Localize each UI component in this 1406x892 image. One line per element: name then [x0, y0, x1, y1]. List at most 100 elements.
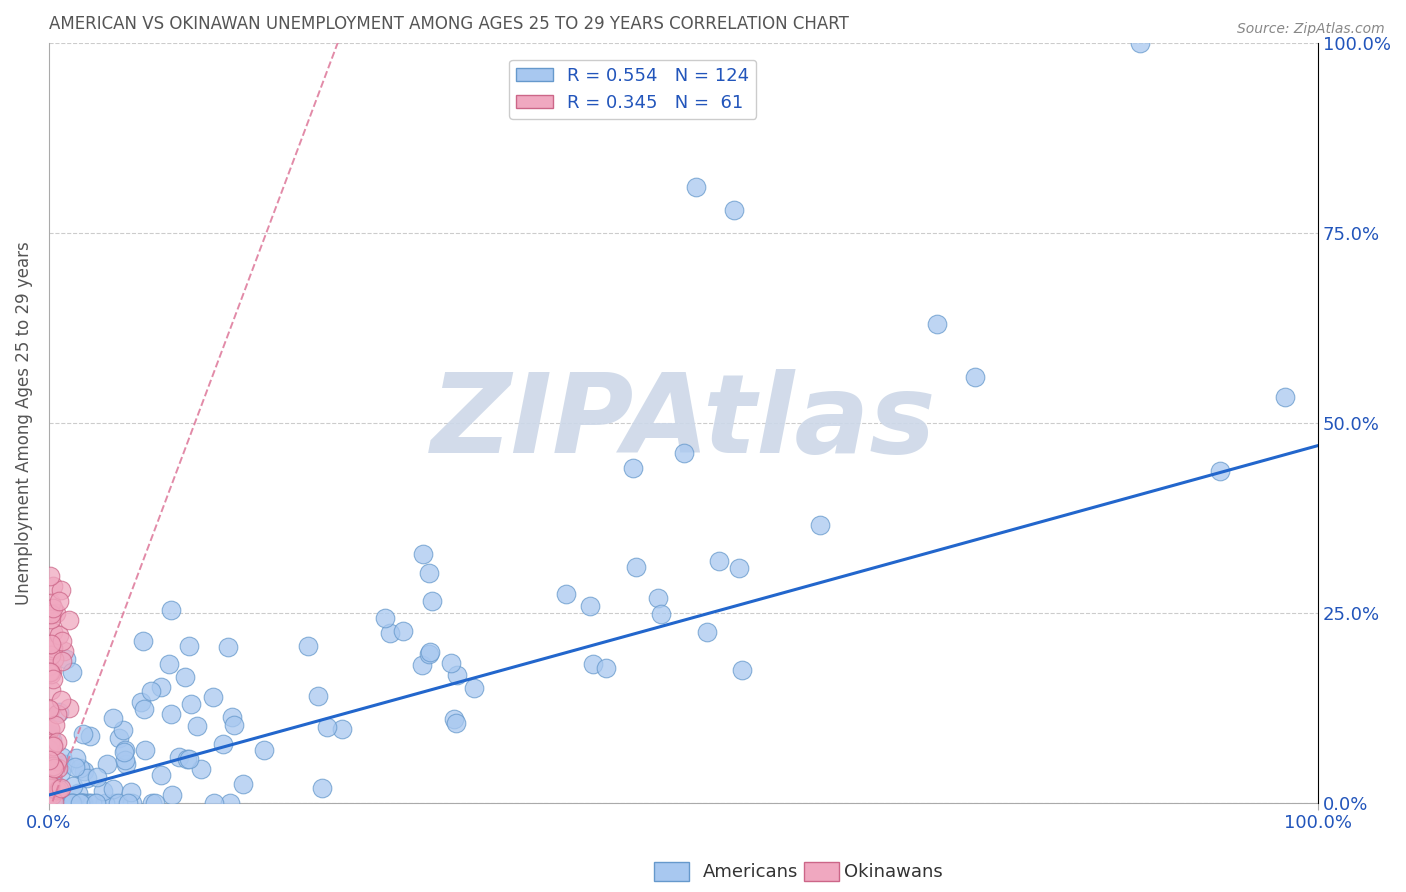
Point	[463, 681, 485, 695]
Point	[160, 788, 183, 802]
Point	[45, 606, 67, 620]
Point	[132, 634, 155, 648]
Point	[56, 796, 79, 810]
Point	[419, 645, 441, 659]
Point	[39, 683, 62, 698]
Point	[60, 796, 83, 810]
Point	[103, 796, 125, 810]
Point	[63, 759, 86, 773]
Point	[315, 720, 337, 734]
Point	[114, 743, 136, 757]
Point	[101, 711, 124, 725]
Point	[53, 796, 76, 810]
Point	[49, 796, 72, 810]
Text: AMERICAN VS OKINAWAN UNEMPLOYMENT AMONG AGES 25 TO 29 YEARS CORRELATION CHART: AMERICAN VS OKINAWAN UNEMPLOYMENT AMONG …	[49, 15, 849, 33]
Point	[67, 786, 90, 800]
Point	[927, 317, 949, 331]
Point	[62, 779, 84, 793]
Point	[69, 796, 91, 810]
Point	[232, 776, 254, 790]
Point	[440, 656, 463, 670]
Point	[42, 738, 65, 752]
Point	[62, 796, 84, 810]
Point	[107, 796, 129, 810]
Text: ZIPAtlas: ZIPAtlas	[430, 369, 936, 476]
Point	[48, 628, 70, 642]
Point	[53, 644, 76, 658]
Point	[51, 655, 73, 669]
Point	[731, 663, 754, 677]
Point	[211, 737, 233, 751]
Point	[160, 707, 183, 722]
Point	[44, 717, 66, 731]
Legend: R = 0.554   N = 124, R = 0.345   N =  61: R = 0.554 N = 124, R = 0.345 N = 61	[509, 60, 756, 119]
Point	[48, 594, 70, 608]
Point	[45, 796, 67, 810]
Point	[965, 370, 987, 384]
Point	[48, 705, 70, 719]
Point	[38, 780, 60, 795]
Point	[41, 666, 63, 681]
Point	[595, 661, 617, 675]
Point	[42, 641, 65, 656]
Point	[39, 596, 62, 610]
Point	[180, 697, 202, 711]
Point	[685, 180, 707, 194]
Point	[46, 754, 69, 768]
Point	[173, 670, 195, 684]
Point	[41, 763, 63, 777]
Text: Okinawans: Okinawans	[844, 863, 942, 881]
Point	[58, 613, 80, 627]
Point	[202, 690, 225, 704]
Point	[41, 625, 63, 640]
Point	[190, 763, 212, 777]
Point	[79, 796, 101, 810]
Point	[49, 781, 72, 796]
Point	[114, 756, 136, 771]
Point	[70, 796, 93, 810]
Point	[84, 796, 107, 810]
Point	[38, 738, 60, 752]
Point	[94, 796, 117, 810]
Point	[45, 706, 67, 721]
Point	[709, 554, 731, 568]
Point	[53, 756, 76, 771]
Point	[39, 727, 62, 741]
Point	[41, 789, 63, 803]
Point	[121, 796, 143, 810]
Point	[38, 640, 60, 654]
Point	[103, 782, 125, 797]
Point	[41, 732, 63, 747]
Point	[93, 784, 115, 798]
Point	[73, 796, 96, 810]
Text: Source: ZipAtlas.com: Source: ZipAtlas.com	[1237, 22, 1385, 37]
Point	[167, 749, 190, 764]
Point	[114, 753, 136, 767]
Point	[38, 781, 60, 796]
Point	[58, 701, 80, 715]
Point	[221, 710, 243, 724]
Point	[55, 652, 77, 666]
Point	[311, 780, 333, 795]
Point	[46, 783, 69, 797]
Point	[38, 637, 60, 651]
Point	[39, 665, 62, 680]
Point	[51, 634, 73, 648]
Point	[38, 703, 60, 717]
Point	[39, 786, 62, 800]
Point	[143, 796, 166, 810]
Point	[112, 746, 135, 760]
Point	[65, 750, 87, 764]
Point	[412, 547, 434, 561]
Point	[108, 731, 131, 745]
Point	[672, 446, 695, 460]
Point	[139, 683, 162, 698]
Point	[45, 735, 67, 749]
Point	[39, 722, 62, 736]
Point	[38, 606, 60, 620]
Point	[51, 693, 73, 707]
Point	[330, 722, 353, 736]
Point	[41, 739, 63, 754]
Point	[392, 624, 415, 639]
Point	[177, 752, 200, 766]
